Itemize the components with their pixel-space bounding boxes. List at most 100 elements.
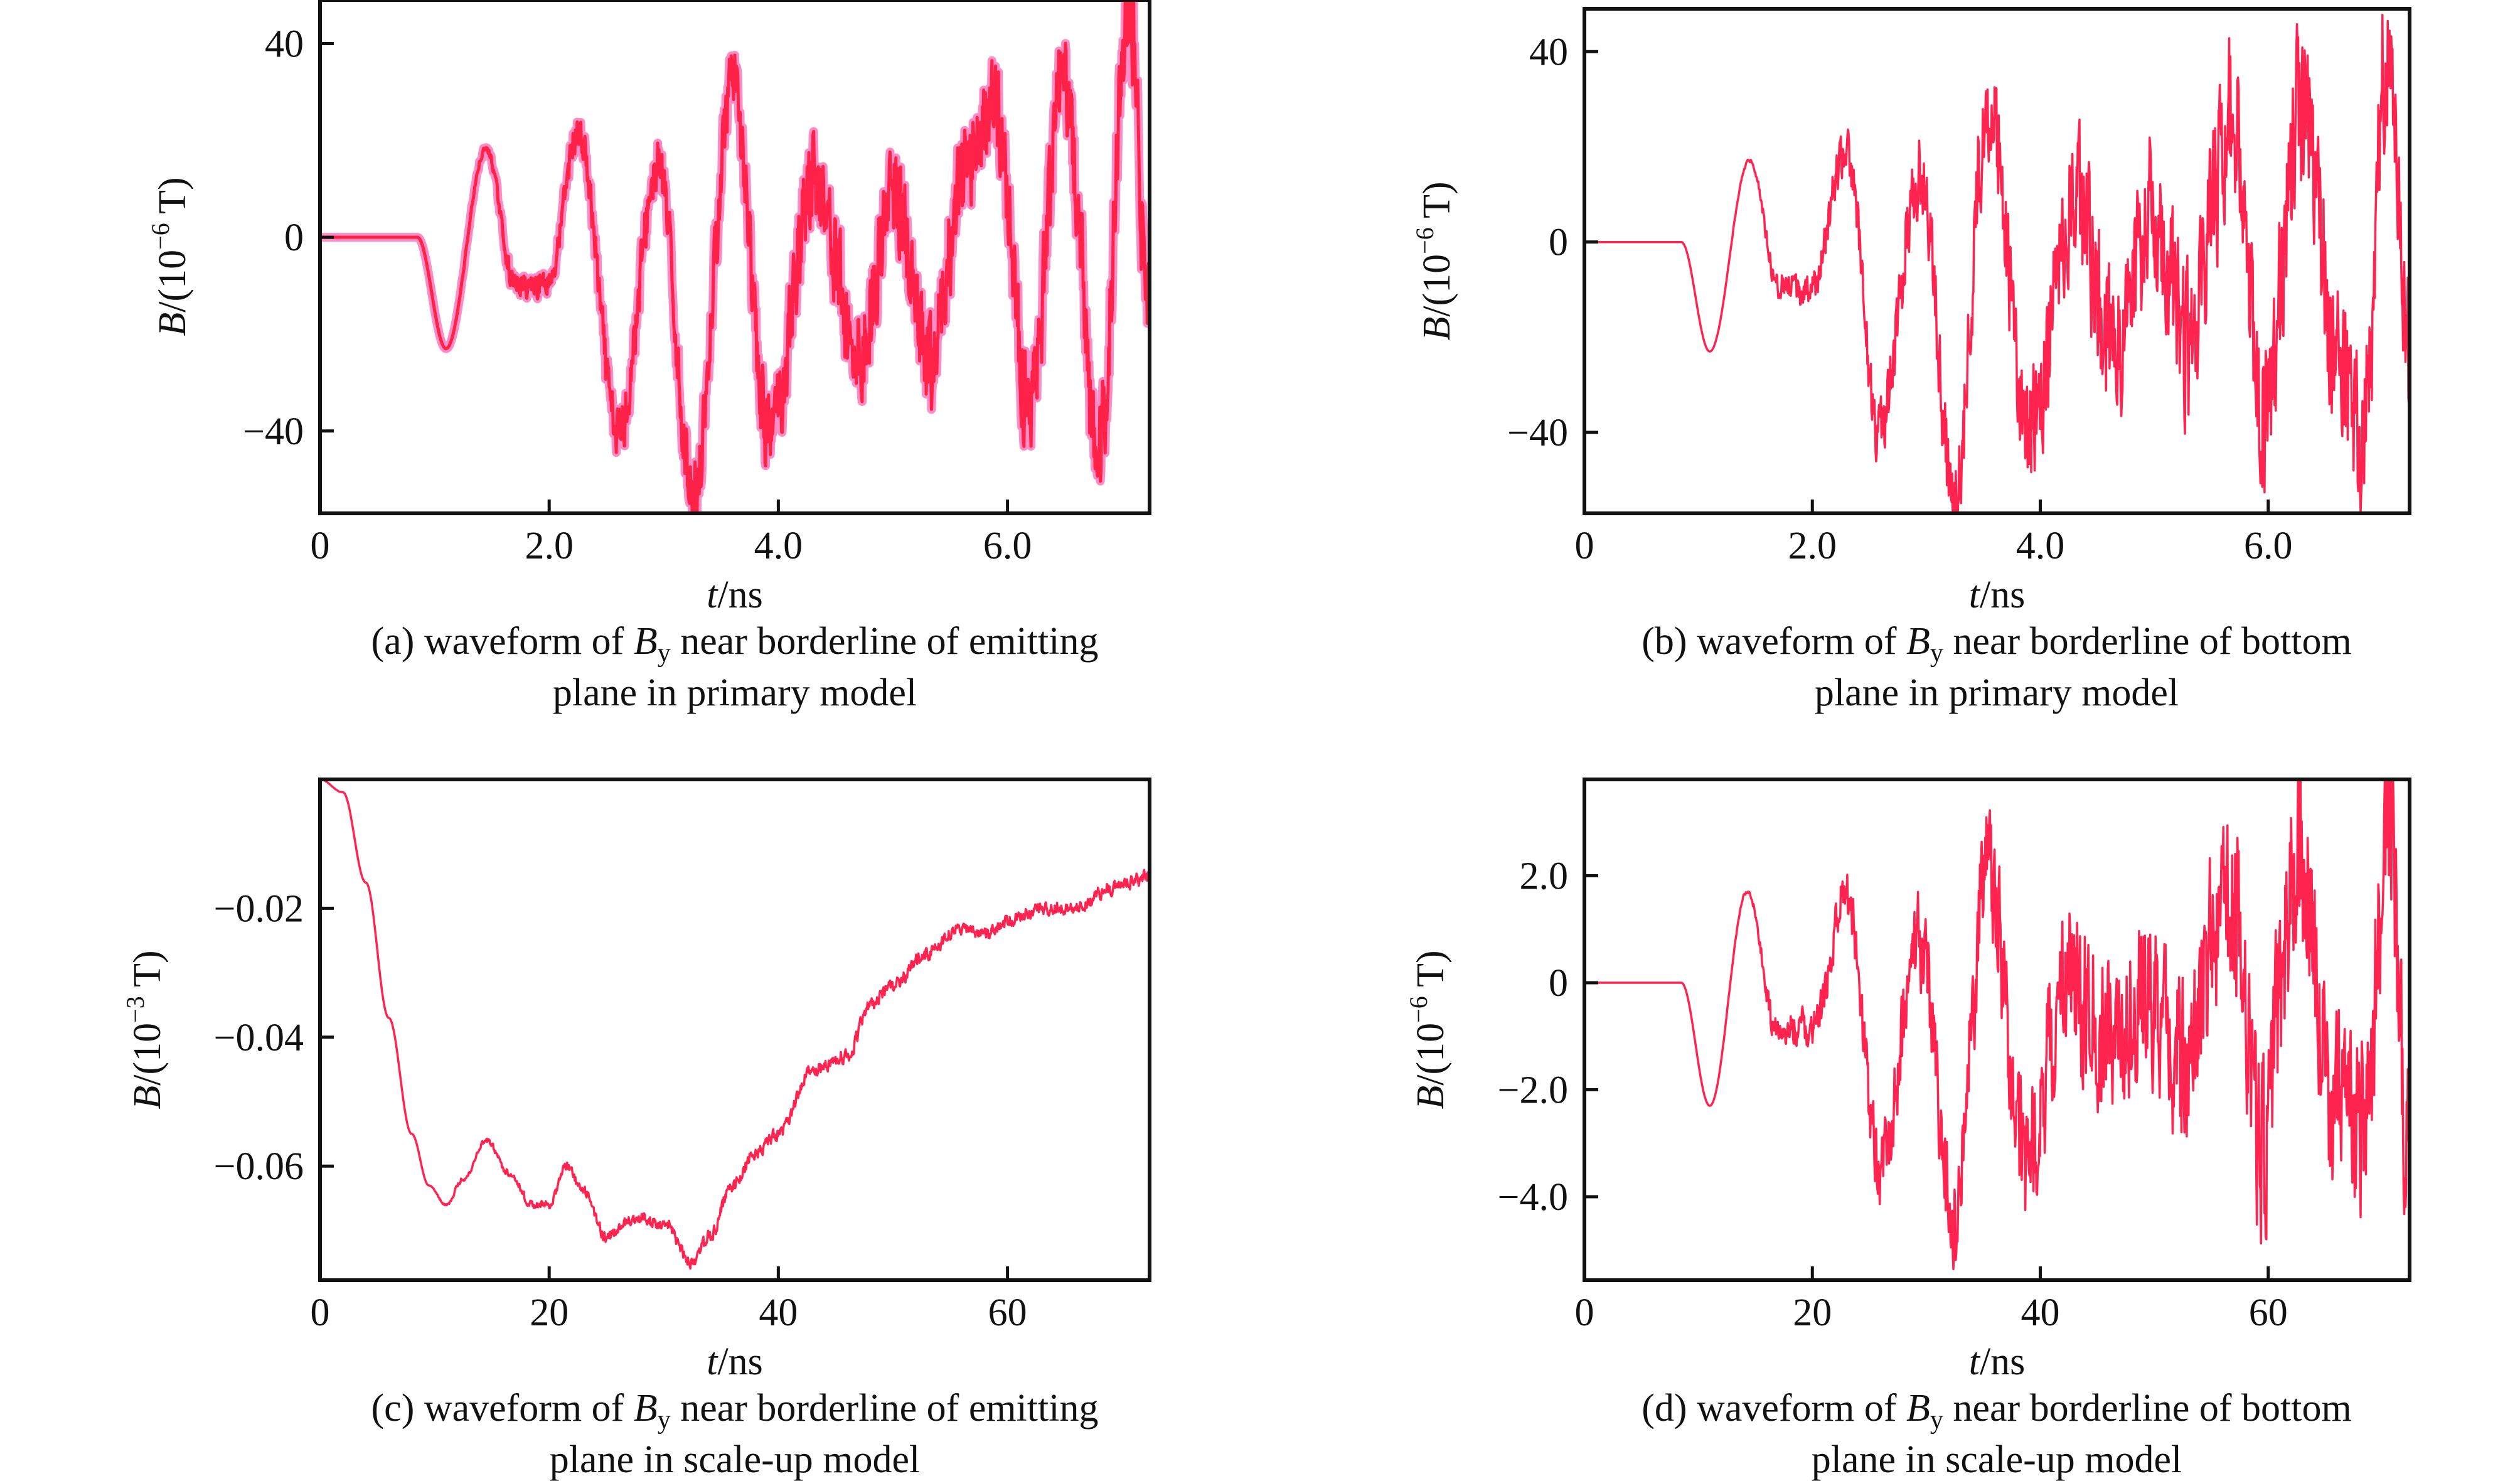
panel-b-y-axis-var: B: [1416, 317, 1458, 341]
panel-d-y-tick-label: 2.0: [1520, 855, 1569, 897]
panel-b-caption-pre: (b) waveform of: [1642, 620, 1906, 663]
panel-c-caption-sub: y: [658, 1406, 671, 1435]
panel-d-y-axis-var: B: [1409, 1086, 1452, 1109]
panel-a: 0 2.0 4.0 6.0 40 0 −40 t/ns B/(10−6 T) (a) wav…: [146, 0, 1151, 714]
panel-a-axes-frame: [318, 0, 1151, 515]
panel-d-x-axis-label: t/ns: [1969, 1340, 2026, 1383]
panel-b-x-tick-label: 6.0: [2244, 525, 2293, 567]
panel-b-series-line: [1584, 14, 2410, 513]
panel-a-x-axis-label: t/ns: [707, 574, 763, 616]
panel-b-axes-frame: [1583, 7, 2411, 515]
panel-c-y-axis-unit-post: T): [126, 950, 169, 996]
panel-b-x-tick-label: 0: [1575, 525, 1594, 567]
panel-a-ticks: 0 2.0 4.0 6.0 40 0 −40: [243, 23, 1032, 567]
panel-c-caption-line2: plane in scale-up model: [550, 1438, 921, 1481]
panel-a-y-axis-exponent: −6: [146, 223, 174, 250]
panel-b-caption-post: near borderline of bottom: [1943, 620, 2352, 663]
panel-d: 0 20 40 602.00−2.0−4.0 t/ns B/(10−6 T) (d) …: [1404, 778, 2411, 1481]
panel-c-y-tick-label: −0.06: [214, 1145, 304, 1188]
panel-d-x-tick-label: 20: [1793, 1291, 1832, 1334]
panel-d-caption-line2: plane in scale-up model: [1812, 1438, 2182, 1481]
panel-a-y-tick-label: 0: [284, 217, 304, 259]
panel-b-caption-line2: plane in primary model: [1815, 671, 2179, 714]
panel-b-x-axis-label: t/ns: [1969, 574, 2026, 616]
panel-a-y-tick-label: −40: [243, 410, 304, 453]
panel-c-axes-frame: [318, 778, 1151, 1282]
panel-d-y-axis-unit-post: T): [1409, 950, 1452, 996]
panel-b-y-tick-label: −40: [1507, 412, 1568, 454]
panel-b-x-tick-label: 2.0: [1788, 525, 1837, 567]
panel-b-plot-area: [1584, 14, 2410, 513]
panel-d-caption-pre: (d) waveform of: [1642, 1387, 1906, 1430]
panel-c-x-tick-label: 0: [311, 1291, 330, 1334]
panel-d-y-tick-label: −4.0: [1498, 1176, 1568, 1219]
panel-b-x-axis-var: t: [1969, 574, 1981, 616]
panel-c-caption-pre: (c) waveform of: [371, 1387, 634, 1430]
panel-a-plot-area: [320, 0, 1150, 513]
panel-b-y-axis-unit-pre: /(10: [1416, 254, 1458, 317]
panel-a-y-axis-unit-post: T): [151, 177, 194, 223]
panel-d-caption-line1: (d) waveform of By near borderline of bo…: [1642, 1387, 2351, 1435]
panel-d-y-axis-exponent: −6: [1404, 996, 1433, 1023]
panel-b-caption-line1: (b) waveform of By near borderline of bo…: [1642, 620, 2351, 668]
panel-b-y-axis-label: B/(10−6 T): [1411, 181, 1458, 340]
panel-a-caption-line2: plane in primary model: [553, 671, 917, 714]
panel-c-caption-line1: (c) waveform of By near borderline of em…: [371, 1387, 1099, 1435]
panel-d-plot-area: [1584, 779, 2410, 1271]
panel-b-x-axis-unit: /ns: [1980, 574, 2025, 616]
panel-a-x-axis-unit: /ns: [717, 574, 762, 616]
panel-d-y-axis-label: B/(10−6 T): [1404, 950, 1452, 1109]
panel-b-y-axis-unit-post: T): [1416, 181, 1458, 227]
panel-c-series-line: [320, 779, 1150, 1270]
panel-d-y-tick-label: −2.0: [1498, 1069, 1568, 1111]
panel-b-caption-var: B: [1906, 620, 1930, 663]
panel-a-x-tick-label: 4.0: [754, 525, 803, 567]
panel-c-caption-var: B: [634, 1387, 658, 1430]
panel-c-y-tick-label: −0.04: [214, 1017, 304, 1059]
panel-d-x-axis-unit: /ns: [1980, 1340, 2025, 1383]
panel-b-y-tick-label: 0: [1549, 222, 1568, 264]
panel-a-caption-line1: (a) waveform of By near borderline of em…: [371, 620, 1099, 668]
panel-c-y-axis-unit-pre: /(10: [126, 1023, 169, 1086]
panel-d-caption-post: near borderline of bottom: [1943, 1387, 2352, 1430]
panel-c-y-axis-var: B: [126, 1086, 169, 1109]
panel-a-x-tick-label: 0: [311, 525, 330, 567]
panel-a-y-axis-label: B/(10−6 T): [146, 177, 194, 336]
panel-d-y-tick-label: 0: [1549, 962, 1568, 1005]
panel-b-ticks: 0 2.0 4.0 6.0 40 0 −40: [1507, 31, 2292, 567]
panel-c-x-tick-label: 20: [530, 1291, 569, 1334]
panel-d-caption-sub: y: [1930, 1406, 1943, 1435]
panel-d-x-tick-label: 60: [2249, 1291, 2288, 1334]
panel-a-caption-pre: (a) waveform of: [371, 620, 634, 663]
panel-b-caption-sub: y: [1930, 639, 1943, 668]
panel-d-caption-var: B: [1906, 1387, 1930, 1430]
panel-a-x-tick-label: 6.0: [983, 525, 1032, 567]
panel-c-plot-area: [320, 779, 1150, 1270]
panel-a-y-tick-label: 40: [265, 23, 304, 65]
panel-c-y-axis-exponent: −3: [121, 996, 149, 1023]
panel-d-x-tick-label: 0: [1575, 1291, 1594, 1334]
panel-a-x-tick-label: 2.0: [525, 525, 574, 567]
panel-c-caption-post: near borderline of emitting: [671, 1387, 1099, 1430]
panel-c-x-axis-label: t/ns: [707, 1340, 763, 1383]
panel-c-y-axis-label: B/(10−3 T): [121, 950, 169, 1109]
panel-c-x-tick-label: 40: [759, 1291, 798, 1334]
panel-a-y-axis-var: B: [151, 313, 194, 336]
panel-c-x-axis-var: t: [707, 1340, 718, 1383]
panel-b-x-tick-label: 4.0: [2016, 525, 2065, 567]
panel-d-x-tick-label: 40: [2021, 1291, 2060, 1334]
panel-a-y-axis-unit-pre: /(10: [151, 250, 194, 313]
panel-a-caption-post: near borderline of emitting: [671, 620, 1099, 663]
panel-c-ticks: 0 20 40 60 −0.02 −0.04 −0.06: [214, 887, 1027, 1334]
panel-b-y-tick-label: 40: [1529, 31, 1568, 73]
panel-a-x-axis-var: t: [707, 574, 718, 616]
panel-b-y-axis-exponent: −6: [1411, 227, 1439, 254]
panel-c-x-axis-unit: /ns: [717, 1340, 762, 1383]
panel-a-caption-sub: y: [658, 639, 671, 668]
panel-d-series-line: [1584, 779, 2410, 1271]
panel-c: 0 20 40 60−0.02−0.04−0.06 t/ns B/(10−3 T) (…: [121, 778, 1151, 1481]
panel-c-x-tick-label: 60: [988, 1291, 1027, 1334]
panel-c-y-tick-label: −0.02: [214, 887, 304, 930]
panel-d-y-axis-unit-pre: /(10: [1409, 1023, 1452, 1086]
